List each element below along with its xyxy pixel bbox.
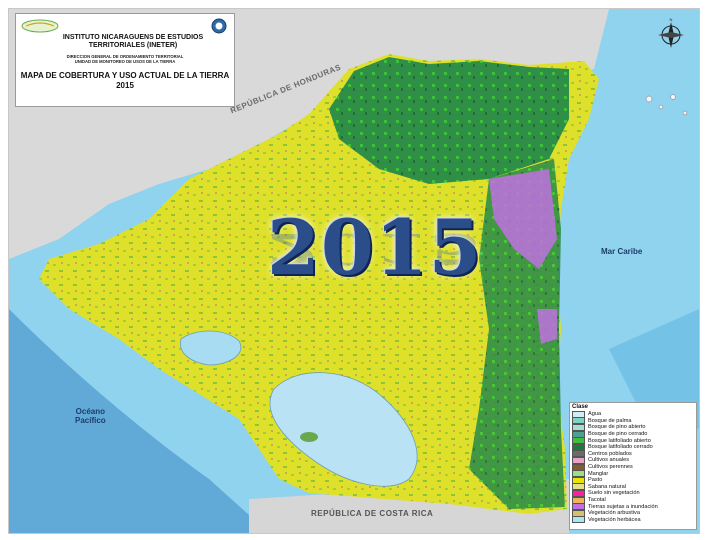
directorate-lines: DIRECCION GENERAL DE ORDENAMIENTO TERRIT… xyxy=(26,54,224,64)
direction-line: DIRECCION GENERAL DE ORDENAMIENTO TERRIT… xyxy=(66,54,184,59)
legend-label: Cultivos perennes xyxy=(588,464,633,471)
legend-swatch xyxy=(572,410,585,418)
legend-label: Tierras sujetas a inundación xyxy=(588,503,658,510)
legend-item: Tierras sujetas a inundación xyxy=(572,503,694,511)
legend-swatch xyxy=(572,423,585,431)
legend-item: Centros poblados xyxy=(572,450,694,458)
legend-swatch xyxy=(572,417,585,425)
legend-item: Cultivos anuales xyxy=(572,456,694,464)
flood-zone-south xyxy=(537,309,557,344)
legend-swatch xyxy=(572,470,585,478)
pacific-label-line1: Océano xyxy=(75,407,106,416)
legend-item: Bosque de pino cerrado xyxy=(572,430,694,438)
legend-item: Vegetación herbácea xyxy=(572,516,694,524)
legend-item: Bosque de palma xyxy=(572,417,694,425)
legend-swatch xyxy=(572,430,585,438)
institute-name: INSTITUTO NICARAGUENS DE ESTUDIOS TERRIT… xyxy=(62,34,204,49)
legend-swatch xyxy=(572,489,585,497)
caribbean-shelf xyxy=(609,309,699,429)
legend-item: Manglar xyxy=(572,470,694,478)
pacific-deep xyxy=(9,309,269,533)
legend-item: Pasto xyxy=(572,476,694,484)
legend-swatch xyxy=(572,476,585,484)
map-title: MAPA DE COBERTURA Y USO ACTUAL DE LA TIE… xyxy=(20,71,230,90)
legend-label: Vegetación herbácea xyxy=(588,516,641,523)
lake-nicaragua xyxy=(269,372,418,487)
legend-label: Tacotal xyxy=(588,497,606,504)
year-banner: 2015 xyxy=(267,203,483,292)
unit-line: UNIDAD DE MONITOREO DE USOS DE LA TIERRA xyxy=(74,59,176,64)
legend-label: Manglar xyxy=(588,470,609,477)
legend-item: Bosque de pino abierto xyxy=(572,423,694,431)
island xyxy=(645,95,653,103)
legend-swatch xyxy=(572,437,585,445)
legend-swatch xyxy=(572,456,585,464)
legend-swatch xyxy=(572,463,585,471)
north-arrow-icon: N xyxy=(658,17,684,48)
legend-item: Bosque latifoliado abierto xyxy=(572,437,694,445)
legend-label: Bosque de pino cerrado xyxy=(588,431,648,438)
government-seal xyxy=(211,18,227,34)
legend-item: Suelo sin vegetación xyxy=(572,489,694,497)
legend-label: Bosque de palma xyxy=(588,417,632,424)
legend-item: Bosque latifoliado cerrado xyxy=(572,443,694,451)
pacific-ocean-label: Océano Pacífico xyxy=(75,407,106,425)
legend-swatch xyxy=(572,443,585,451)
legend-label: Bosque latifoliado cerrado xyxy=(588,444,653,451)
pacific-label-line2: Pacífico xyxy=(75,416,106,425)
legend-label: Pasto xyxy=(588,477,603,484)
title-block: INSTITUTO NICARAGUENS DE ESTUDIOS TERRIT… xyxy=(15,13,235,107)
legend-label: Agua xyxy=(588,411,602,418)
legend-label: Vegetación arbustiva xyxy=(588,510,640,517)
legend-label: Sabana natural xyxy=(588,483,626,490)
map-frame: INSTITUTO NICARAGUENS DE ESTUDIOS TERRIT… xyxy=(8,8,700,534)
costa-rica-label: REPÚBLICA DE COSTA RICA xyxy=(311,509,434,518)
caribbean-sea-label: Mar Caribe xyxy=(601,247,643,256)
legend-swatch xyxy=(572,516,585,524)
legend-swatch xyxy=(572,509,585,517)
island xyxy=(682,110,688,116)
legend-label: Centros poblados xyxy=(588,450,632,457)
legend-item: Tacotal xyxy=(572,496,694,504)
legend-rows: Agua Bosque de palma Bosque de pino abiert… xyxy=(572,410,694,524)
legend-title: Clase xyxy=(572,404,589,410)
legend-item: Agua xyxy=(572,410,694,418)
legend-label: Bosque latifoliado abierto xyxy=(588,437,651,444)
flood-zone-northeast xyxy=(489,169,557,269)
legend-swatch xyxy=(572,503,585,511)
legend-item: Cultivos perennes xyxy=(572,463,694,471)
northern-forest xyxy=(329,57,569,184)
svg-text:N: N xyxy=(670,17,673,22)
legend: Clase Agua Bosque de palma Bosque de pino … xyxy=(569,402,697,530)
legend-swatch xyxy=(572,450,585,458)
island xyxy=(658,104,664,110)
legend-swatch xyxy=(572,496,585,504)
legend-label: Suelo sin vegetación xyxy=(588,490,640,497)
ineter-logo xyxy=(21,19,59,33)
legend-label: Cultivos anuales xyxy=(588,457,630,464)
legend-swatch xyxy=(572,483,585,491)
ometepe-island xyxy=(300,432,318,442)
island xyxy=(670,94,676,100)
legend-item: Vegetación arbustiva xyxy=(572,509,694,517)
legend-item: Sabana natural xyxy=(572,483,694,491)
lake-managua xyxy=(180,330,242,366)
legend-label: Bosque de pino abierto xyxy=(588,424,646,431)
